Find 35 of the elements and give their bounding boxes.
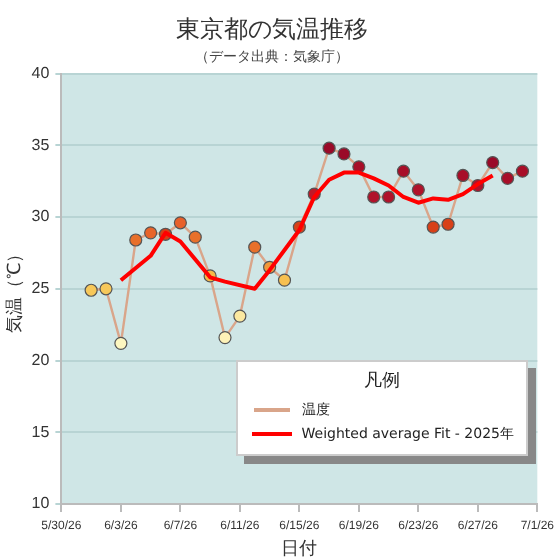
point — [188, 230, 202, 244]
y-tick-label: 15 — [31, 422, 51, 441]
point — [381, 190, 396, 204]
point — [337, 147, 351, 161]
y-tick-label: 20 — [31, 350, 51, 369]
x-axis-title: 日付 — [281, 538, 318, 559]
y-axis-title: 気温（℃） — [3, 244, 24, 333]
point — [84, 283, 98, 297]
point — [233, 309, 247, 323]
point — [500, 171, 515, 185]
point — [367, 190, 381, 204]
point — [441, 217, 455, 231]
y-tick-label: 30 — [31, 207, 51, 226]
point — [129, 233, 143, 247]
point — [411, 183, 425, 197]
point — [515, 164, 530, 178]
point — [218, 330, 232, 345]
point — [456, 168, 470, 183]
y-tick-label: 35 — [31, 135, 51, 154]
point — [486, 155, 500, 170]
point — [352, 160, 366, 174]
point — [99, 282, 113, 296]
point — [322, 141, 336, 155]
point — [114, 336, 128, 350]
y-tick-label: 25 — [31, 279, 51, 298]
point — [396, 164, 411, 178]
point — [173, 216, 187, 230]
y-tick-label: 40 — [31, 64, 51, 83]
legend-title: 凡例 — [361, 369, 402, 394]
point — [277, 273, 292, 287]
chart-title: 東京都の気温推移 — [176, 14, 368, 43]
point — [426, 220, 440, 234]
y-tick-label: 10 — [31, 494, 51, 513]
point — [248, 240, 262, 254]
point — [144, 226, 158, 240]
